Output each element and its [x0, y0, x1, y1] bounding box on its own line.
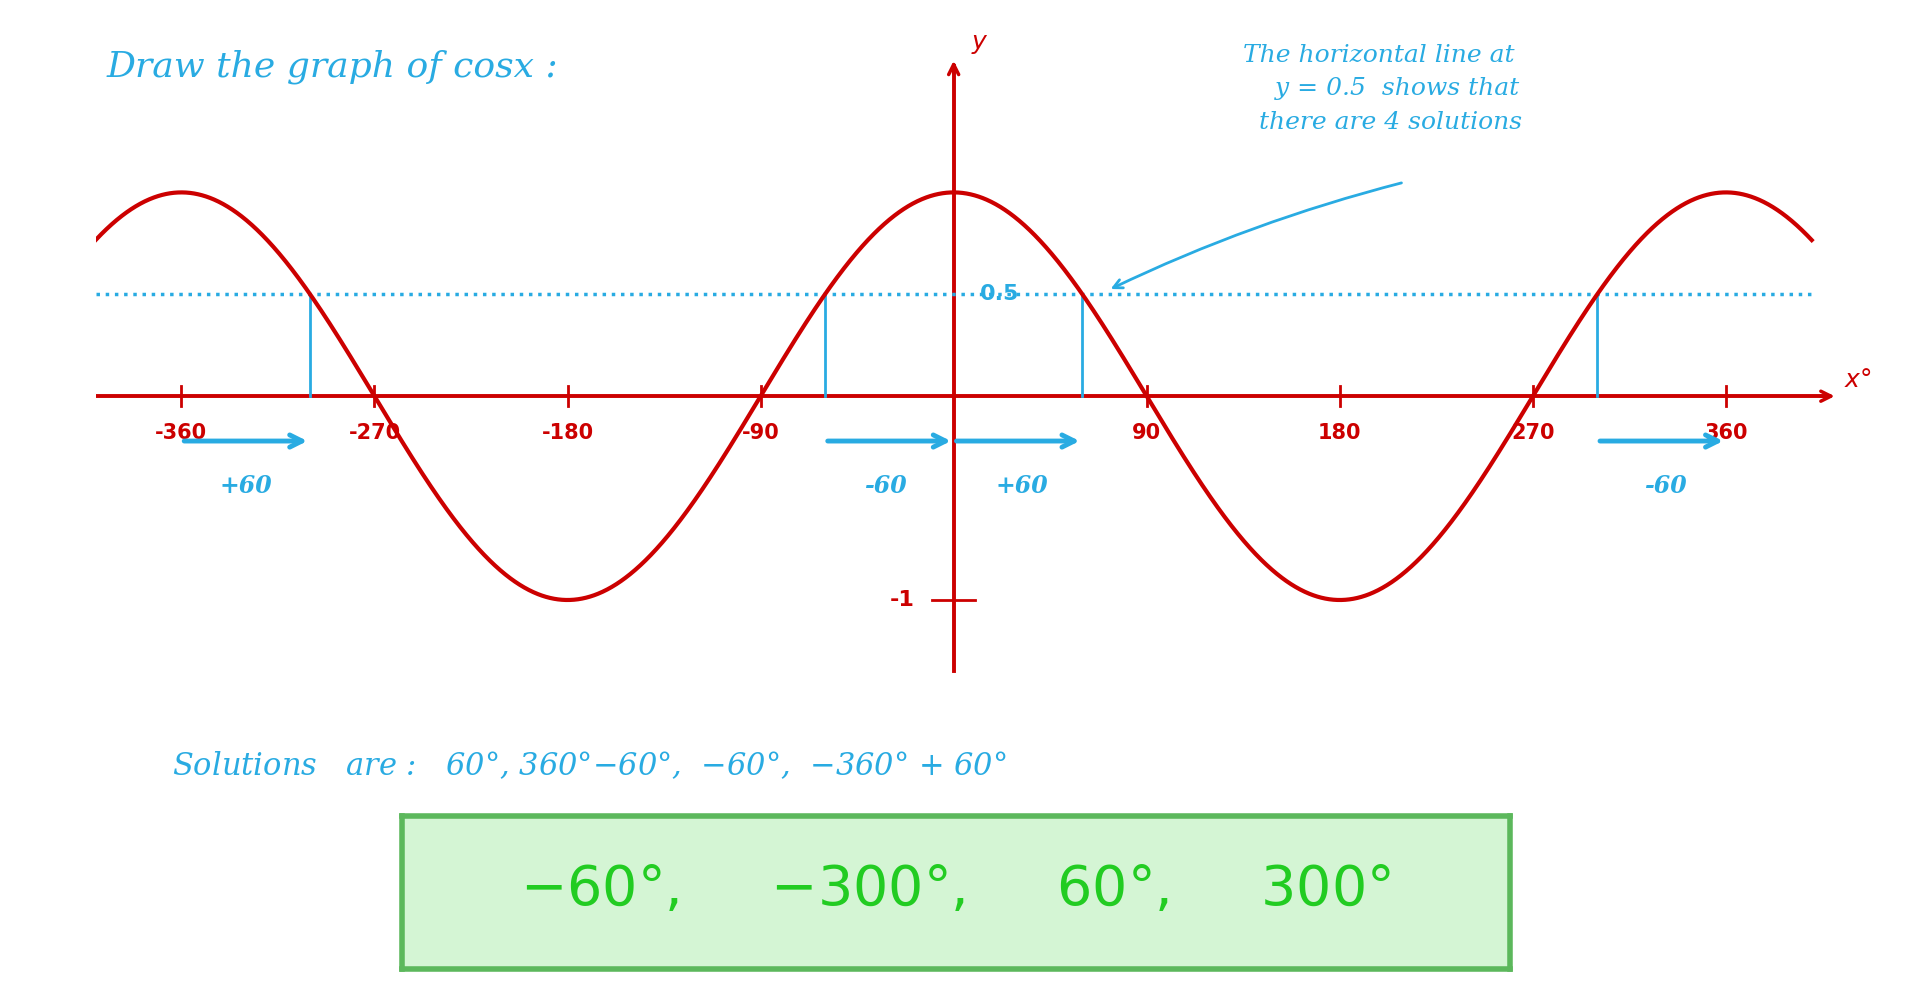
Text: -1: -1	[891, 590, 916, 610]
Text: +60: +60	[220, 474, 272, 497]
Text: $-60°,$    $-300°,$    $60°,$    $300°$: $-60°,$ $-300°,$ $60°,$ $300°$	[520, 862, 1392, 917]
Text: 360: 360	[1704, 422, 1748, 443]
Text: +60: +60	[996, 474, 1048, 497]
Text: Solutions   are :   60°, 360°$-$60°,  $-$60°,  $-$360° + 60°: Solutions are : 60°, 360°$-$60°, $-$60°,…	[172, 751, 1008, 782]
Text: 180: 180	[1317, 422, 1361, 443]
Text: 270: 270	[1510, 422, 1554, 443]
Text: -270: -270	[348, 422, 400, 443]
Text: -180: -180	[541, 422, 593, 443]
Text: -90: -90	[742, 422, 780, 443]
Text: Draw the graph of cosx :: Draw the graph of cosx :	[107, 49, 558, 84]
Text: -360: -360	[155, 422, 208, 443]
Text: The horizontal line at
    y = 0.5  shows that
  there are 4 solutions: The horizontal line at y = 0.5 shows tha…	[1243, 44, 1522, 135]
Text: 0.5: 0.5	[979, 284, 1019, 305]
Text: $x°$: $x°$	[1843, 368, 1872, 392]
Text: $y$: $y$	[971, 32, 989, 55]
Text: 90: 90	[1132, 422, 1161, 443]
Text: -60: -60	[1644, 474, 1686, 497]
Text: -60: -60	[864, 474, 906, 497]
